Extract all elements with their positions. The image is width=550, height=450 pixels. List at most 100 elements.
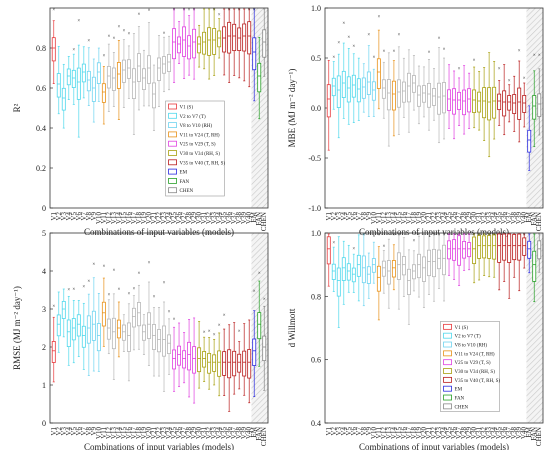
box-outlier: ×: [138, 272, 141, 277]
legend-swatch: [168, 131, 177, 138]
box-outlier: ×: [218, 324, 221, 329]
x-tick-label: V28: [185, 212, 193, 225]
box: [237, 353, 242, 373]
x-tick-label: V31: [200, 427, 208, 440]
x-tick-label: V9: [365, 427, 373, 436]
box: [356, 254, 361, 277]
box: [111, 317, 116, 350]
comparison-region: [526, 233, 543, 423]
box: [217, 350, 222, 377]
box-outlier: ×: [82, 285, 85, 290]
box: [497, 233, 502, 263]
box: [447, 240, 451, 260]
box: [356, 78, 361, 103]
x-tick-label: V5: [345, 427, 353, 436]
box: [442, 82, 446, 114]
y-tick-label: 5: [42, 229, 46, 238]
x-tick-label: V6: [75, 212, 83, 221]
box: [437, 249, 441, 270]
x-tick-label: V10: [370, 427, 378, 440]
x-tick-label: V11: [375, 427, 383, 439]
x-tick-label: V21: [150, 212, 158, 225]
x-tick-label: V9: [365, 212, 373, 221]
box: [187, 35, 192, 60]
box: [177, 36, 181, 54]
box-outlier: ×: [337, 41, 340, 46]
box-outlier: ×: [213, 8, 216, 13]
legend: V1 (S) V2 to V7 (T) V8 to V10 (RH) V11 to V…: [165, 100, 225, 197]
x-tick-label: V37: [230, 212, 238, 225]
x-tick-label: V32: [205, 212, 213, 225]
x-tick-label: V28: [460, 212, 468, 225]
x-tick-label: V8: [85, 427, 93, 436]
y-tick-label: 0: [42, 419, 46, 428]
box-outlier: ×: [228, 8, 231, 13]
panel-4: 0.4 0.6 0.8 1.0 d Willmott Combinations of in…: [287, 229, 544, 450]
y-tick-label: 0.0: [311, 104, 321, 113]
legend-swatch: [168, 140, 177, 147]
x-tick-label: V32: [480, 212, 488, 225]
box: [532, 95, 537, 120]
legend-swatch: [443, 332, 452, 339]
x-tick-label: V36: [225, 427, 233, 440]
x-tick-label: V16: [400, 212, 408, 225]
box: [487, 235, 492, 259]
x-tick-label: V25: [170, 212, 178, 225]
box: [121, 59, 126, 83]
x-tick-label: V32: [205, 427, 213, 440]
box: [217, 30, 222, 48]
x-tick-label: V39: [515, 212, 523, 225]
box: [512, 234, 517, 261]
box: [417, 253, 421, 279]
box: [252, 338, 257, 366]
x-tick-label: V34: [215, 212, 223, 225]
x-tick-label: V16: [125, 427, 133, 440]
box-outlier: ×: [413, 239, 416, 244]
box: [351, 74, 356, 98]
x-tick-label: V33: [210, 212, 218, 225]
box-outlier: ×: [112, 268, 115, 273]
x-tick-label: V40: [245, 212, 253, 225]
y-axis-label: RMSE (MJ m⁻² day⁻¹): [12, 286, 22, 370]
x-tick-label: V25: [445, 212, 453, 225]
box-outlier: ×: [87, 39, 90, 44]
x-tick-label: V6: [350, 212, 358, 221]
x-tick-label: V37: [505, 427, 513, 440]
box: [101, 83, 106, 103]
x-tick-label: V7: [355, 212, 363, 221]
x-tick-label: V35: [495, 427, 503, 440]
x-tick-label: V36: [500, 212, 508, 225]
x-tick-label: V15: [395, 212, 403, 225]
x-tick-label: V26: [175, 212, 183, 225]
x-tick-label: V31: [475, 212, 483, 225]
x-tick-label: V23: [160, 212, 168, 225]
legend-swatch: [168, 122, 177, 128]
x-tick-label: V21: [425, 212, 433, 225]
x-tick-label: V17: [130, 212, 138, 225]
y-tick-label: 0.8: [36, 44, 46, 53]
box: [172, 349, 176, 370]
y-tick-label: 0.4: [311, 419, 321, 428]
box-outlier: ×: [342, 22, 345, 27]
box-outlier: ×: [523, 233, 526, 238]
x-tick-label: V27: [180, 212, 188, 225]
box: [56, 73, 61, 98]
x-tick-label: V12: [105, 212, 113, 225]
box: [452, 88, 456, 115]
box: [502, 233, 507, 261]
x-tick-label: V22: [155, 212, 163, 225]
box: [232, 23, 237, 52]
x-tick-label: FAN: [255, 427, 263, 440]
box: [207, 352, 212, 374]
x-tick-label: V15: [120, 427, 128, 440]
box-outlier: ×: [382, 244, 385, 249]
x-tick-label: V23: [435, 212, 443, 225]
box: [522, 95, 527, 113]
box: [396, 252, 401, 280]
box: [346, 263, 351, 281]
x-tick-label: V35: [220, 212, 228, 225]
x-tick-label: V8: [360, 212, 368, 221]
box: [51, 37, 56, 62]
x-tick-label: V6: [75, 427, 83, 436]
box: [376, 265, 381, 292]
